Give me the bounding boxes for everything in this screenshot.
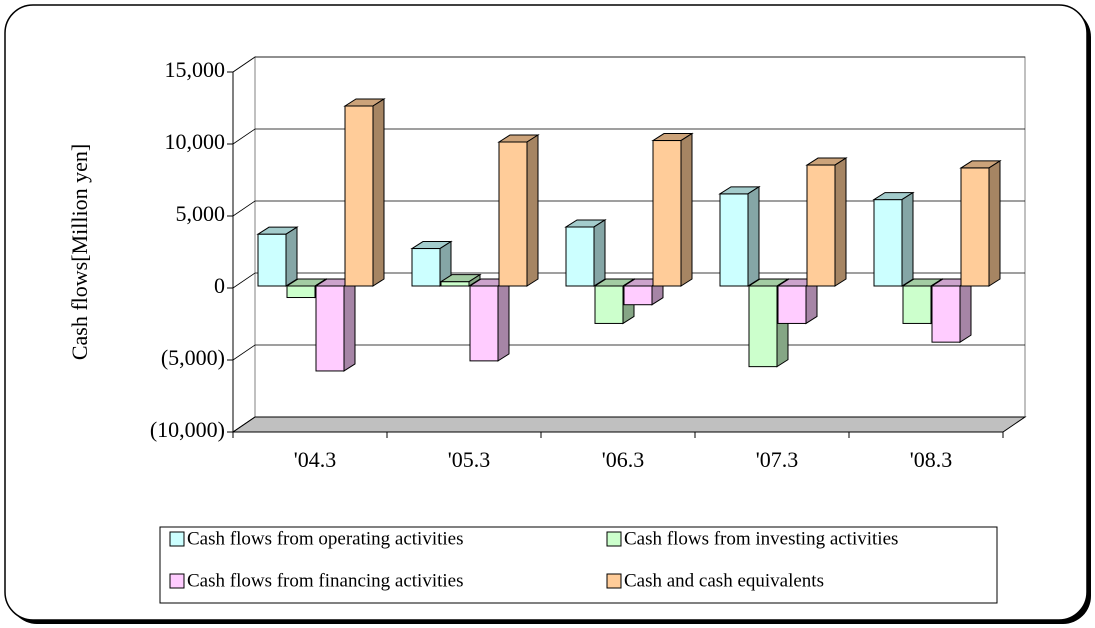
legend-label: Cash flows from investing activities	[624, 528, 898, 549]
legend-swatch	[606, 573, 622, 589]
bar	[805, 157, 848, 287]
bar	[343, 98, 386, 287]
x-tick-label: '04.3	[294, 447, 336, 472]
y-tick-label: (10,000)	[150, 417, 225, 442]
grid-line	[232, 416, 1025, 433]
grid-line	[232, 200, 1025, 217]
legend-label: Cash flows from financing activities	[187, 570, 464, 591]
bar-side	[497, 278, 510, 362]
bar	[959, 160, 1002, 287]
bar	[564, 219, 607, 287]
grid-line	[232, 128, 1025, 145]
legend-swatch	[606, 531, 622, 547]
bar-front	[960, 167, 990, 287]
y-tick-label: 0	[214, 273, 225, 298]
bar-front	[469, 285, 499, 362]
bar-front	[594, 285, 624, 324]
bar	[439, 273, 482, 287]
bar-side	[593, 219, 606, 287]
side-wall	[232, 56, 256, 433]
bar-front	[719, 193, 749, 287]
bar	[930, 278, 973, 344]
bar	[651, 132, 694, 287]
bar-side	[747, 185, 760, 287]
bar-side	[901, 191, 914, 287]
bar-side	[343, 278, 356, 372]
bar-side	[526, 134, 539, 287]
legend-swatch	[169, 531, 185, 547]
bar-side	[285, 226, 298, 287]
bar	[497, 134, 540, 287]
bar-front	[748, 285, 778, 368]
legend-label: Cash and cash equivalents	[624, 570, 824, 591]
floor	[231, 416, 1027, 433]
grid-line	[232, 272, 1025, 289]
bar-front	[931, 285, 961, 343]
bar-side	[834, 157, 847, 287]
bar-front	[806, 164, 836, 287]
bar-front	[902, 285, 932, 324]
bar-front	[777, 285, 807, 324]
bar-side	[959, 278, 972, 344]
bar	[314, 278, 357, 372]
bar	[872, 191, 915, 287]
x-tick-label: '05.3	[448, 447, 490, 472]
bar-front	[623, 285, 653, 306]
bar-front	[873, 199, 903, 287]
y-tick-label: (5,000)	[161, 345, 225, 370]
y-tick-label: 15,000	[165, 57, 226, 82]
bar	[256, 226, 299, 287]
bar-front	[257, 233, 287, 287]
bar-front	[286, 285, 316, 299]
bar-front	[315, 285, 345, 372]
bar-side	[372, 98, 385, 287]
legend	[159, 526, 998, 604]
legend-swatch	[169, 573, 185, 589]
grid-line	[232, 56, 1025, 73]
bar-front	[411, 248, 441, 287]
x-tick-label: '06.3	[602, 447, 644, 472]
bar-side	[988, 160, 1001, 287]
y-axis-label: Cash flows[Million yen]	[67, 144, 92, 360]
y-tick-label: 5,000	[176, 201, 226, 226]
bar-front	[344, 105, 374, 287]
x-tick-label: '08.3	[910, 447, 952, 472]
bar-side	[680, 132, 693, 287]
bar-front	[565, 226, 595, 287]
bar	[718, 185, 761, 287]
bar-front	[498, 141, 528, 287]
bar-front	[440, 281, 470, 287]
legend-label: Cash flows from operating activities	[187, 528, 464, 549]
bar	[468, 278, 511, 362]
bar-front	[652, 140, 682, 287]
bar-side	[468, 273, 481, 287]
y-tick-label: 10,000	[165, 129, 226, 154]
bar	[410, 240, 453, 287]
x-tick-label: '07.3	[756, 447, 798, 472]
